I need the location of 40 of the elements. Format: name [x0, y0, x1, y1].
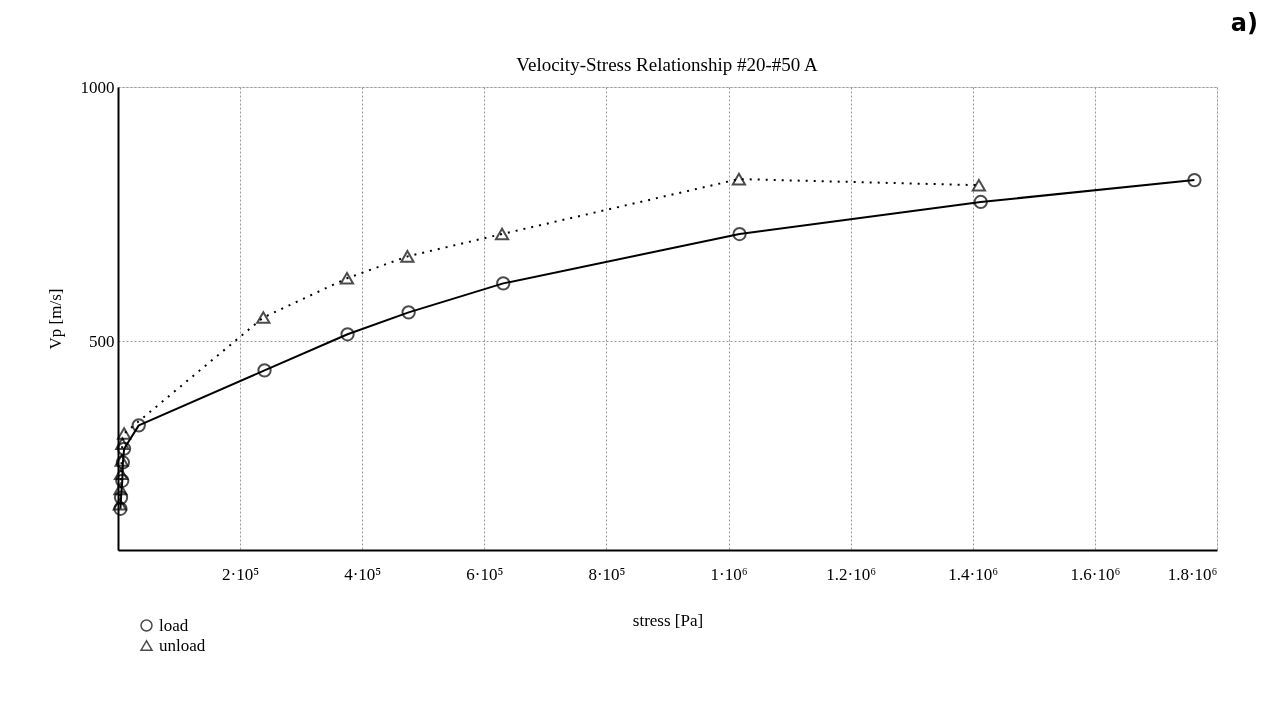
point — [113, 501, 128, 516]
point — [732, 226, 747, 242]
point — [1187, 173, 1202, 188]
point — [112, 497, 127, 511]
point — [401, 305, 416, 320]
point — [113, 467, 129, 480]
point — [257, 363, 272, 378]
point — [131, 418, 146, 433]
legend-label: load — [159, 615, 189, 635]
x-tick-label: 1.8·10⁶ — [1167, 564, 1218, 584]
point — [116, 427, 132, 440]
point — [731, 172, 747, 186]
point — [113, 482, 128, 496]
x-tick-label: 6·10⁵ — [466, 564, 504, 584]
point — [339, 272, 355, 285]
x-tick-label: 2·10⁵ — [222, 564, 260, 584]
point — [973, 194, 988, 210]
legend-label: unload — [159, 635, 206, 655]
x-tick-label: 1.4·10⁶ — [948, 564, 999, 584]
point — [340, 327, 355, 342]
point — [494, 227, 510, 241]
point — [116, 441, 132, 456]
x-axis-title: stress [Pa] — [632, 610, 704, 630]
y-axis-title: Vp [m/s] — [45, 288, 65, 350]
x-tick-label: 4·10⁵ — [344, 564, 382, 584]
x-tick-label: 1.6·10⁶ — [1070, 564, 1121, 584]
point — [113, 490, 129, 505]
y-tick-label: 1000 — [80, 77, 115, 97]
point — [971, 178, 987, 192]
point — [256, 311, 271, 324]
point — [115, 437, 130, 450]
x-tick-label: 1.2·10⁶ — [826, 564, 877, 584]
point — [496, 276, 511, 291]
y-tick-label: 500 — [89, 331, 115, 351]
point — [115, 473, 130, 488]
point — [400, 250, 415, 263]
x-tick-label: 1·10⁶ — [710, 564, 748, 584]
chart-title: Velocity-Stress Relationship #20-#50 A — [516, 54, 818, 75]
text: a) — [1230, 9, 1258, 37]
x-tick-label: 8·10⁵ — [588, 564, 626, 584]
